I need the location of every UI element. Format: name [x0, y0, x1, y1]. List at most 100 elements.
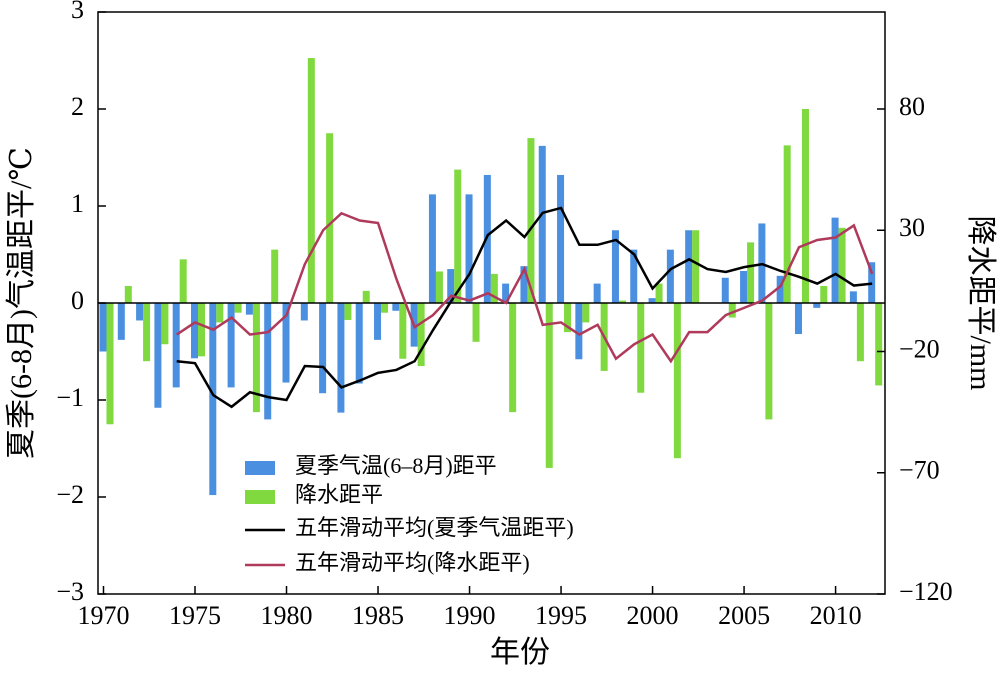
- bar: [820, 286, 828, 303]
- bar: [776, 275, 784, 303]
- bar: [245, 303, 253, 315]
- bar: [520, 266, 528, 303]
- y-tick-label: 0: [71, 286, 84, 315]
- bar: [117, 303, 125, 340]
- y2-tick-label: −120: [899, 577, 953, 606]
- bar: [618, 300, 626, 303]
- bar: [721, 277, 729, 303]
- bar: [124, 286, 132, 303]
- bar: [99, 303, 107, 352]
- bar: [685, 230, 693, 303]
- bar: [264, 303, 272, 420]
- x-tick-label: 1975: [169, 601, 221, 630]
- bar: [392, 303, 400, 311]
- bar: [564, 303, 572, 333]
- bar: [831, 217, 839, 303]
- legend-label: 夏季气温(6–8月)距平: [295, 453, 497, 478]
- bar: [319, 303, 327, 394]
- bar: [490, 273, 498, 303]
- bar: [337, 303, 345, 413]
- bar: [227, 303, 235, 388]
- bar: [545, 303, 553, 468]
- x-tick-label: 2000: [627, 601, 679, 630]
- bar: [692, 230, 700, 303]
- bar: [747, 242, 755, 303]
- y-tick-label: −1: [56, 383, 84, 412]
- bar: [794, 303, 802, 335]
- y-tick-label: −3: [56, 577, 84, 606]
- bar: [838, 227, 846, 303]
- x-tick-label: 1985: [352, 601, 404, 630]
- legend-label: 降水距平: [295, 482, 383, 507]
- legend-label: 五年滑动平均(降水距平): [295, 550, 530, 575]
- y-tick-label: 3: [71, 0, 84, 24]
- bar: [172, 303, 180, 388]
- bar: [300, 303, 308, 321]
- x-tick-label: 1995: [535, 601, 587, 630]
- bar: [666, 249, 674, 303]
- bar: [740, 270, 748, 303]
- bar: [428, 194, 436, 303]
- bar: [252, 303, 260, 413]
- bar: [637, 303, 645, 393]
- bar: [362, 290, 370, 303]
- bar: [630, 249, 638, 303]
- legend-swatch: [245, 490, 275, 504]
- bar: [765, 303, 773, 420]
- x-tick-label: 1970: [77, 601, 129, 630]
- legend-label: 五年滑动平均(夏季气温距平): [295, 515, 574, 540]
- bar: [465, 194, 473, 303]
- x-tick-label: 1990: [444, 601, 496, 630]
- bar: [849, 291, 857, 303]
- bar: [472, 303, 480, 342]
- bar: [783, 145, 791, 303]
- y2-axis-title: 降水距平/mm: [964, 215, 997, 390]
- bar: [234, 303, 242, 313]
- bar: [355, 303, 363, 384]
- y2-tick-label: 80: [899, 92, 925, 121]
- bar: [673, 303, 681, 459]
- bar: [307, 58, 315, 304]
- y-axis-title: 夏季(6-8月)气温距平/℃: [5, 147, 38, 459]
- bar: [381, 303, 389, 313]
- bar: [611, 230, 619, 303]
- bar: [856, 303, 864, 362]
- x-tick-label: 2005: [718, 601, 770, 630]
- bar: [447, 269, 455, 303]
- bar: [875, 303, 883, 386]
- bar: [374, 303, 382, 340]
- line: [176, 206, 873, 409]
- bar: [282, 303, 290, 383]
- bar: [344, 303, 352, 320]
- bar: [648, 298, 656, 303]
- bar: [509, 303, 517, 413]
- bar: [538, 145, 546, 303]
- y2-tick-label: −20: [899, 334, 940, 363]
- bar: [179, 259, 187, 303]
- bar: [435, 271, 443, 303]
- x-tick-label: 2010: [810, 601, 862, 630]
- bar: [502, 283, 510, 303]
- bar: [136, 303, 144, 321]
- bar: [655, 283, 663, 303]
- x-axis-title: 年份: [490, 636, 550, 669]
- x-tick-label: 1980: [261, 601, 313, 630]
- bar: [106, 303, 114, 425]
- bar: [399, 303, 407, 359]
- line: [176, 211, 874, 364]
- bar: [728, 303, 736, 318]
- bar: [209, 303, 217, 496]
- y-tick-label: 2: [71, 92, 84, 121]
- bar: [198, 303, 206, 357]
- bar: [271, 249, 279, 303]
- bar: [557, 174, 565, 303]
- bar: [191, 303, 199, 359]
- y-tick-label: 1: [71, 189, 84, 218]
- legend-swatch: [245, 461, 275, 475]
- bar: [417, 303, 425, 367]
- y-tick-label: −2: [56, 480, 84, 509]
- bar: [161, 303, 169, 345]
- bar: [593, 283, 601, 303]
- bar: [143, 303, 151, 362]
